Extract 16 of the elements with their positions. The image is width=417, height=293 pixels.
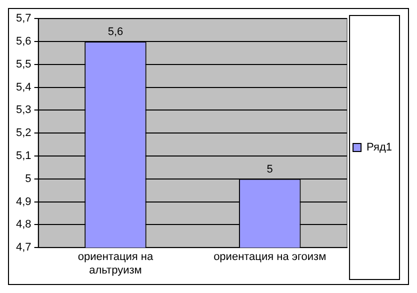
- y-tick-label: 5,4: [16, 81, 32, 94]
- y-tick-label: 5,2: [16, 127, 32, 140]
- y-tick-label: 5,6: [16, 36, 32, 48]
- y-tick-label: 4,8: [16, 218, 32, 231]
- y-tick-label: 5,7: [16, 12, 32, 25]
- y-tick-label: 5,5: [16, 58, 32, 70]
- legend-label: Ряд1: [366, 142, 392, 154]
- y-tick-label: 5,1: [16, 150, 32, 162]
- y-tick-label: 5: [25, 172, 32, 185]
- data-label: 5,6: [108, 26, 124, 38]
- x-tick-label: ориентация на альтруизм: [78, 251, 154, 276]
- data-label: 5: [266, 163, 273, 176]
- x-tick-label: ориентация на эгоизм: [214, 251, 326, 264]
- y-tick-label: 5,3: [16, 104, 32, 116]
- y-tick-label: 4,9: [16, 196, 32, 208]
- y-tick-label: 4,7: [16, 242, 32, 254]
